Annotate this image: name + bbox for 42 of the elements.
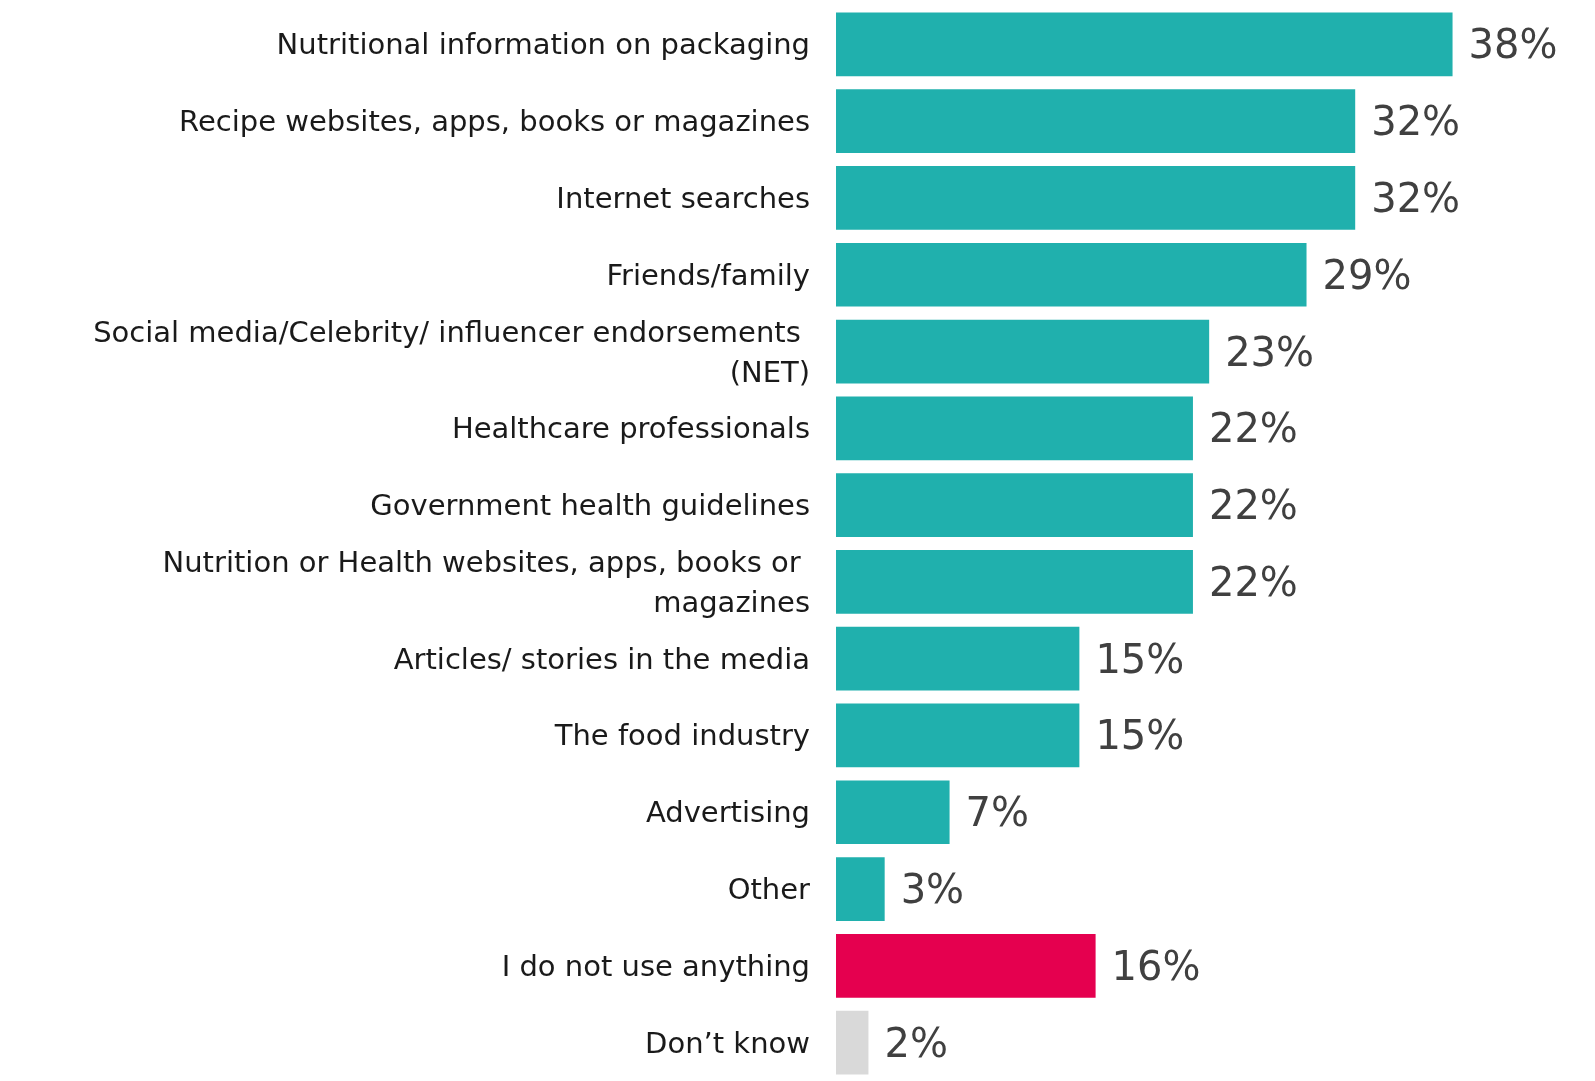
- y-tick-label: Recipe websites, apps, books or magazines: [179, 104, 810, 139]
- data-label: 2%: [884, 1019, 948, 1066]
- data-label: 3%: [900, 866, 965, 913]
- y-tick-label: Internet searches: [556, 180, 810, 215]
- bar: [836, 550, 1193, 614]
- y-tick-label: Nutrition or Health websites, apps, books or magazines: [162, 544, 810, 619]
- y-tick-label: I do not use anything: [501, 948, 810, 983]
- y-tick-label: Don’t know: [645, 1025, 810, 1060]
- bar: [836, 319, 1210, 384]
- bar: [836, 1010, 869, 1075]
- data-label: 22%: [1208, 558, 1298, 605]
- data-label: 38%: [1468, 21, 1558, 68]
- data-label: 22%: [1208, 405, 1298, 452]
- data-label: 16%: [1111, 942, 1201, 989]
- bar: [836, 857, 885, 921]
- y-tick-label: Government health guidelines: [370, 488, 810, 523]
- data-label: 23%: [1225, 328, 1315, 375]
- data-label: 22%: [1208, 482, 1298, 529]
- data-label: 32%: [1371, 98, 1461, 145]
- bar: [836, 933, 1096, 998]
- data-label: 7%: [965, 789, 1030, 836]
- y-tick-label: Nutritional information on packaging: [276, 27, 810, 62]
- bar: [836, 473, 1193, 537]
- y-tick-label: Friends/family: [606, 257, 810, 292]
- y-tick-label: Advertising: [645, 795, 810, 830]
- bar: [836, 396, 1193, 461]
- bar: [836, 166, 1356, 230]
- bar: [836, 242, 1307, 307]
- data-label: 29%: [1322, 251, 1412, 298]
- y-tick-label: The food industry: [553, 718, 810, 753]
- bar: [836, 703, 1080, 768]
- data-label: 15%: [1095, 712, 1185, 759]
- y-tick-label: Social media/Celebrity/ influencer endorsements (NET): [93, 314, 810, 389]
- data-label: 32%: [1371, 174, 1461, 221]
- y-tick-label: Articles/ stories in the media: [393, 641, 810, 676]
- bar: [836, 89, 1356, 154]
- bar: [836, 626, 1080, 691]
- bar: [836, 780, 950, 845]
- y-tick-label: Healthcare professionals: [451, 411, 810, 446]
- y-tick-label: Other: [727, 872, 811, 907]
- bar: [836, 12, 1453, 77]
- data-label: 15%: [1095, 635, 1185, 682]
